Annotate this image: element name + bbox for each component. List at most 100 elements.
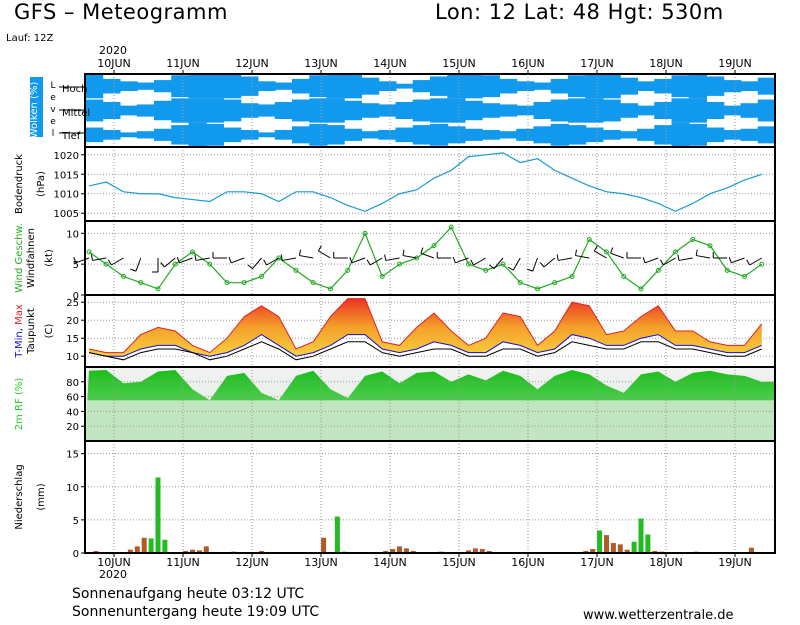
wind-barb bbox=[179, 257, 193, 264]
cloud-cover-cell bbox=[447, 74, 466, 99]
cloud-cover-cell bbox=[671, 75, 690, 98]
cloud-cover-cell bbox=[188, 74, 207, 99]
wind-speed-point bbox=[466, 261, 471, 267]
wind-speed-point bbox=[86, 249, 92, 255]
cloud-cover-cell bbox=[412, 80, 431, 93]
wind-barb bbox=[92, 257, 107, 261]
cloud-label-bg bbox=[30, 77, 43, 137]
wind-speed-point bbox=[103, 261, 109, 267]
wind-speed-point bbox=[138, 280, 144, 286]
wind-speed-point bbox=[224, 280, 230, 286]
cloud-cover-cell bbox=[464, 74, 483, 99]
cloud-cover-cell bbox=[378, 129, 397, 140]
wind-barb-feather bbox=[746, 259, 751, 266]
cloud-cover-cell bbox=[602, 129, 621, 140]
wind-barb bbox=[164, 257, 176, 268]
cloud-cover-cell bbox=[723, 129, 742, 140]
pressure-tick-label: 1005 bbox=[54, 209, 79, 220]
wind-barb bbox=[532, 257, 538, 272]
cloud-cover-cell bbox=[205, 98, 224, 123]
cloud-cover-cell bbox=[757, 99, 776, 122]
temperature-unit-label: (C) bbox=[44, 324, 55, 339]
cloud-cover-cell bbox=[654, 125, 673, 145]
cloud-cover-cell bbox=[568, 75, 587, 98]
cloud-cover-cell bbox=[257, 81, 276, 92]
cloud-cover-cell bbox=[550, 99, 569, 122]
wind-speed-point bbox=[742, 274, 747, 279]
cloud-cover-cell bbox=[516, 81, 535, 92]
day-label-bottom: 18JUN bbox=[649, 556, 683, 569]
cloud-cover-cell bbox=[706, 127, 725, 143]
cloud-cover-cell bbox=[136, 82, 155, 90]
wind-speed-point bbox=[121, 274, 126, 279]
model-run-label: Lauf: 12Z bbox=[6, 33, 54, 44]
cloud-cover-cell bbox=[205, 123, 224, 146]
temperature-tick-label: 20 bbox=[66, 316, 79, 327]
cloud-cover-cell bbox=[585, 127, 604, 143]
cloud-cover-cell bbox=[481, 103, 500, 118]
cloud-cover-cell bbox=[154, 128, 173, 141]
wind-barb bbox=[558, 257, 573, 261]
cloud-cover-cell bbox=[326, 74, 345, 99]
precip-bar bbox=[604, 535, 609, 553]
wind-speed-point bbox=[293, 267, 299, 273]
day-label-bottom: 12JUN bbox=[235, 556, 269, 569]
day-label-top: 14JUN bbox=[373, 57, 407, 70]
cloud-cover-cell bbox=[412, 99, 431, 122]
precip-bar bbox=[390, 549, 396, 553]
wind-barb-feather bbox=[695, 249, 698, 256]
wind-speed-point bbox=[190, 249, 195, 255]
wind-barb-feather bbox=[194, 254, 197, 261]
wind-speed-point bbox=[259, 274, 264, 279]
wind-barb-feather bbox=[470, 259, 475, 266]
wind-barb-feather bbox=[73, 256, 77, 263]
cloud-cover-cell bbox=[585, 74, 604, 99]
day-label-top: 19JUN bbox=[718, 57, 752, 70]
day-label-bottom: 16JUN bbox=[511, 556, 545, 569]
wind-speed-point bbox=[276, 255, 282, 261]
wind-barb bbox=[402, 255, 417, 259]
wind-barb-feather bbox=[176, 256, 180, 263]
cloud-cover-cell bbox=[533, 101, 552, 120]
wind-barb bbox=[230, 257, 245, 264]
precip-bar bbox=[134, 546, 140, 553]
sunset-text: Sonnenuntergang heute 19:09 UTC bbox=[72, 604, 320, 620]
wind-speed-point bbox=[638, 286, 644, 292]
wind-barb bbox=[749, 257, 763, 266]
wind-barb bbox=[663, 257, 676, 266]
cloud-cover-cell bbox=[188, 122, 207, 147]
level-letter: v bbox=[50, 105, 56, 115]
wind-barb bbox=[420, 252, 435, 259]
wind-barb-feather bbox=[366, 259, 371, 266]
level-letter: L bbox=[50, 81, 55, 91]
cloud-cover-cell bbox=[171, 98, 190, 123]
cloud-cover-cell bbox=[757, 77, 776, 95]
cloud-cover-cell bbox=[119, 105, 138, 116]
wind-barb bbox=[493, 257, 504, 270]
precip-bar bbox=[610, 543, 616, 553]
temperature-axis-label: T-Min, Max bbox=[14, 304, 25, 359]
cloud-cover-cell bbox=[602, 74, 621, 99]
cloud-cover-cell bbox=[154, 80, 173, 93]
precip-bar bbox=[466, 550, 471, 553]
cloud-cover-cell bbox=[723, 105, 742, 116]
page-title: GFS – Meteogramm bbox=[14, 0, 228, 24]
cloud-cover-cell bbox=[378, 104, 397, 117]
cloud-cover-cell bbox=[637, 105, 656, 116]
cloud-cover-cell bbox=[637, 128, 656, 141]
wind-barb-feather bbox=[539, 262, 545, 268]
cloud-cover-cell bbox=[309, 75, 328, 98]
wind-barb bbox=[575, 255, 590, 259]
cloud-cover-cell bbox=[740, 103, 759, 118]
cloud-cover-cell bbox=[154, 100, 173, 121]
cloud-cover-cell bbox=[619, 131, 638, 139]
sunrise-text: Sonnenaufgang heute 03:12 UTC bbox=[72, 586, 305, 602]
cloud-cover-cell bbox=[274, 101, 293, 120]
precip-bar bbox=[479, 549, 485, 553]
wind-barb bbox=[455, 257, 469, 264]
wind-barb-feather bbox=[507, 266, 514, 271]
cloud-cover-cell bbox=[688, 123, 707, 146]
wind-barb-feather bbox=[263, 259, 268, 266]
wind-tick-label: 5 bbox=[73, 260, 79, 271]
level-mittel: Mittel bbox=[62, 108, 90, 119]
